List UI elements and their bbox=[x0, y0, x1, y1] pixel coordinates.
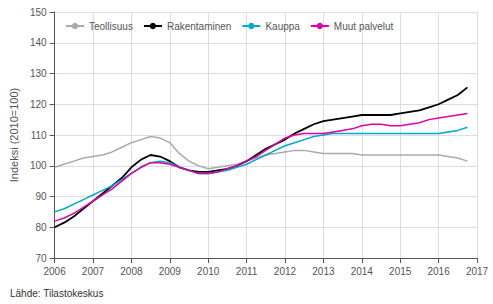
svg-text:2013: 2013 bbox=[312, 266, 335, 277]
svg-text:2011: 2011 bbox=[236, 266, 258, 277]
svg-text:2010: 2010 bbox=[197, 266, 220, 277]
svg-text:2006: 2006 bbox=[43, 266, 66, 277]
svg-text:140: 140 bbox=[30, 37, 47, 48]
svg-text:2007: 2007 bbox=[82, 266, 105, 277]
svg-text:100: 100 bbox=[30, 160, 47, 171]
svg-text:Indeksi (2010=100): Indeksi (2010=100) bbox=[8, 88, 20, 182]
svg-text:80: 80 bbox=[35, 222, 47, 233]
svg-text:2008: 2008 bbox=[120, 266, 143, 277]
svg-text:2016: 2016 bbox=[427, 266, 450, 277]
svg-text:120: 120 bbox=[30, 99, 47, 110]
svg-text:2014: 2014 bbox=[351, 266, 374, 277]
svg-text:Teollisuus: Teollisuus bbox=[89, 21, 133, 32]
svg-text:2015: 2015 bbox=[389, 266, 412, 277]
svg-text:110: 110 bbox=[31, 130, 47, 141]
svg-text:70: 70 bbox=[35, 253, 47, 264]
svg-text:Muut palvelut: Muut palvelut bbox=[334, 21, 394, 32]
svg-text:130: 130 bbox=[30, 68, 47, 79]
svg-text:2017: 2017 bbox=[466, 266, 489, 277]
svg-text:Kauppa: Kauppa bbox=[265, 21, 300, 32]
svg-text:Rakentaminen: Rakentaminen bbox=[167, 21, 231, 32]
svg-text:90: 90 bbox=[35, 191, 47, 202]
svg-text:2009: 2009 bbox=[159, 266, 182, 277]
svg-text:Lähde: Tilastokeskus: Lähde: Tilastokeskus bbox=[10, 288, 103, 299]
svg-text:2012: 2012 bbox=[274, 266, 297, 277]
svg-text:150: 150 bbox=[30, 7, 47, 18]
